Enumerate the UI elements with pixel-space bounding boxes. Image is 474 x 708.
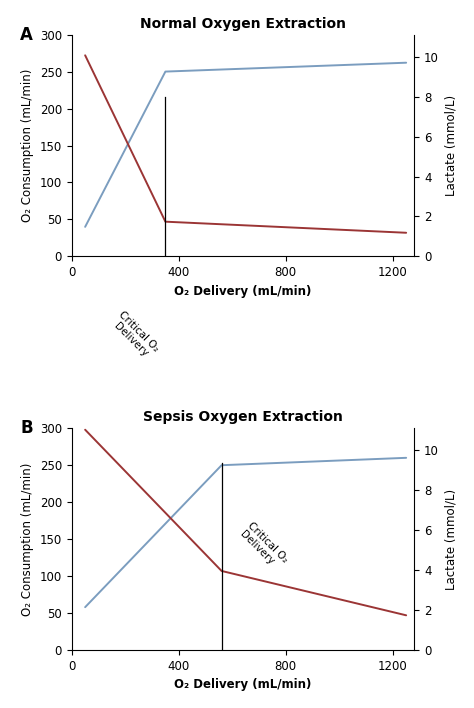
Text: Critical O₂
Delivery: Critical O₂ Delivery <box>109 309 161 362</box>
Y-axis label: O₂ Consumption (mL/min): O₂ Consumption (mL/min) <box>21 69 34 222</box>
Text: Critical O₂
Delivery: Critical O₂ Delivery <box>237 520 290 573</box>
Text: B: B <box>20 419 33 438</box>
Title: Sepsis Oxygen Extraction: Sepsis Oxygen Extraction <box>143 411 343 424</box>
X-axis label: O₂ Delivery (mL/min): O₂ Delivery (mL/min) <box>174 678 312 691</box>
Text: A: A <box>20 25 33 44</box>
Y-axis label: O₂ Consumption (mL/min): O₂ Consumption (mL/min) <box>21 462 34 616</box>
Y-axis label: Lactate (mmol/L): Lactate (mmol/L) <box>444 489 457 590</box>
Title: Normal Oxygen Extraction: Normal Oxygen Extraction <box>140 17 346 30</box>
X-axis label: O₂ Delivery (mL/min): O₂ Delivery (mL/min) <box>174 285 312 297</box>
Y-axis label: Lactate (mmol/L): Lactate (mmol/L) <box>444 95 457 196</box>
